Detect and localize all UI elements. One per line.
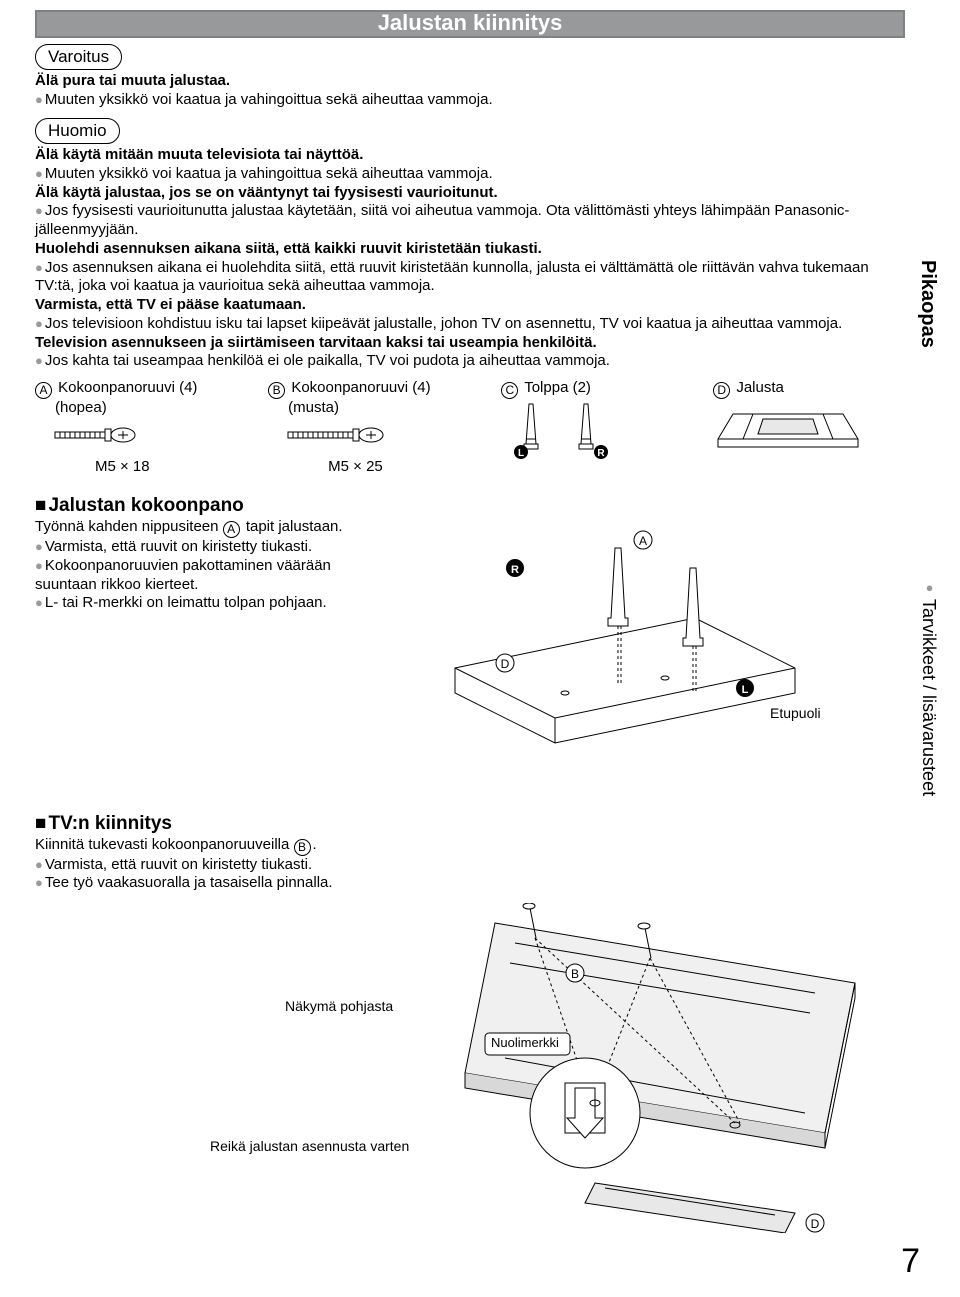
caution-h5: Television asennukseen ja siirtämiseen t… — [35, 334, 905, 353]
part-d: D Jalusta — [713, 379, 905, 460]
fig-d-label: D — [501, 657, 510, 671]
mount-fig-b: B — [571, 967, 579, 981]
caution-b5: Jos kahta tai useampaa henkilöä ei ole p… — [35, 352, 905, 371]
warning-bullet: Muuten yksikkö voi kaatua ja vahingoittu… — [35, 91, 905, 110]
warning-heading: Älä pura tai muuta jalustaa. — [35, 72, 905, 91]
circled-a: A — [35, 382, 52, 399]
parts-row: A Kokoonpanoruuvi (4) (hopea) M5 × 18 B … — [35, 379, 905, 476]
mount-l1-post: . — [313, 836, 317, 853]
mount-b1: Varmista, että ruuvit on kiristetty tiuk… — [35, 856, 905, 875]
part-a-label: Kokoonpanoruuvi (4) — [58, 379, 197, 396]
assembly-l1-letter: A — [223, 521, 240, 538]
caution-h1: Älä käytä mitään muuta televisiota tai n… — [35, 146, 905, 165]
caution-block: Huomio Älä käytä mitään muuta televisiot… — [35, 118, 905, 371]
stand-icon — [713, 399, 863, 454]
assembly-b3: L- tai R-merkki on leimattu tolpan pohja… — [35, 594, 395, 613]
part-a-spec: M5 × 18 — [95, 458, 248, 477]
screw-b-icon — [283, 424, 398, 446]
mount-l1-letter: B — [294, 839, 311, 856]
view-bottom-label: Näkymä pohjasta — [285, 998, 393, 1016]
part-c-label: Tolppa (2) — [524, 379, 591, 396]
side-tab-pikaopas: Pikaopas — [915, 260, 940, 348]
assembly-text: Työnnä kahden nippusiteen A tapit jalust… — [35, 518, 395, 754]
assembly-l1-pre: Työnnä kahden nippusiteen — [35, 518, 223, 535]
caution-h4: Varmista, että TV ei pääse kaatumaan. — [35, 296, 905, 315]
mount-figure: B D Näkymä pohjasta Nuolimerkki Reikä ja… — [35, 903, 905, 1233]
part-d-label: Jalusta — [736, 379, 784, 396]
arrow-mark-label: Nuolimerkki — [491, 1035, 559, 1051]
caution-b3: Jos asennuksen aikana ei huolehdita siit… — [35, 259, 905, 297]
peg-l-label: L — [518, 448, 524, 459]
circled-b: B — [268, 382, 285, 399]
peg-r-label: R — [598, 448, 606, 459]
part-b-label: Kokoonpanoruuvi (4) — [291, 379, 430, 396]
fig-a-label: A — [639, 534, 647, 548]
warning-block: Varoitus Älä pura tai muuta jalustaa. Mu… — [35, 44, 905, 110]
assembly-figure: A R L D Etupuoli — [415, 518, 905, 754]
caution-b1: Muuten yksikkö voi kaatua ja vahingoittu… — [35, 165, 905, 184]
assembly-b1: Varmista, että ruuvit on kiristetty tiuk… — [35, 538, 395, 557]
mount-b2: Tee työ vaakasuoralla ja tasaisella pinn… — [35, 874, 905, 893]
hole-label: Reikä jalustan asennusta varten — [210, 1138, 409, 1156]
pegs-icon: L R — [509, 399, 629, 459]
part-a: A Kokoonpanoruuvi (4) (hopea) M5 × 18 — [35, 379, 248, 476]
page-title: Jalustan kiinnitys — [378, 9, 563, 37]
assembly-l1-post: tapit jalustaan. — [242, 518, 343, 535]
caution-h3: Huolehdi asennuksen aikana siitä, että k… — [35, 240, 905, 259]
warning-pill: Varoitus — [35, 44, 122, 70]
fig-front-label: Etupuoli — [770, 705, 821, 721]
screw-a-icon — [50, 424, 150, 446]
part-a-sub: (hopea) — [55, 399, 248, 418]
circled-d: D — [713, 382, 730, 399]
fig-l-label: L — [742, 684, 749, 696]
caution-b2: Jos fyysisesti vaurioitunutta jalustaa k… — [35, 202, 905, 240]
side-tab-tarvikkeet: Tarvikkeet / lisävarusteet — [918, 580, 941, 796]
page-number: 7 — [901, 1240, 920, 1283]
assembly-heading: Jalustan kokoonpano — [35, 494, 905, 518]
circled-c: C — [501, 382, 518, 399]
title-bar: Jalustan kiinnitys — [35, 10, 905, 38]
assembly-b2: Kokoonpanoruuvien pakottaminen väärään s… — [35, 557, 395, 595]
mount-l1-pre: Kiinnitä tukevasti kokoonpanoruuveilla — [35, 836, 294, 853]
caution-h2: Älä käytä jalustaa, jos se on vääntynyt … — [35, 184, 905, 203]
part-b-spec: M5 × 25 — [328, 458, 481, 477]
caution-pill: Huomio — [35, 118, 120, 144]
mount-heading: TV:n kiinnitys — [35, 812, 905, 836]
part-b: B Kokoonpanoruuvi (4) (musta) M5 × 25 — [268, 379, 481, 476]
caution-b4: Jos televisioon kohdistuu isku tai lapse… — [35, 315, 905, 334]
fig-r-label: R — [511, 564, 519, 576]
part-c: C Tolppa (2) L R — [501, 379, 693, 465]
mount-text: Kiinnitä tukevasti kokoonpanoruuveilla B… — [35, 836, 905, 894]
part-b-sub: (musta) — [288, 399, 481, 418]
mount-fig-d: D — [811, 1217, 820, 1231]
